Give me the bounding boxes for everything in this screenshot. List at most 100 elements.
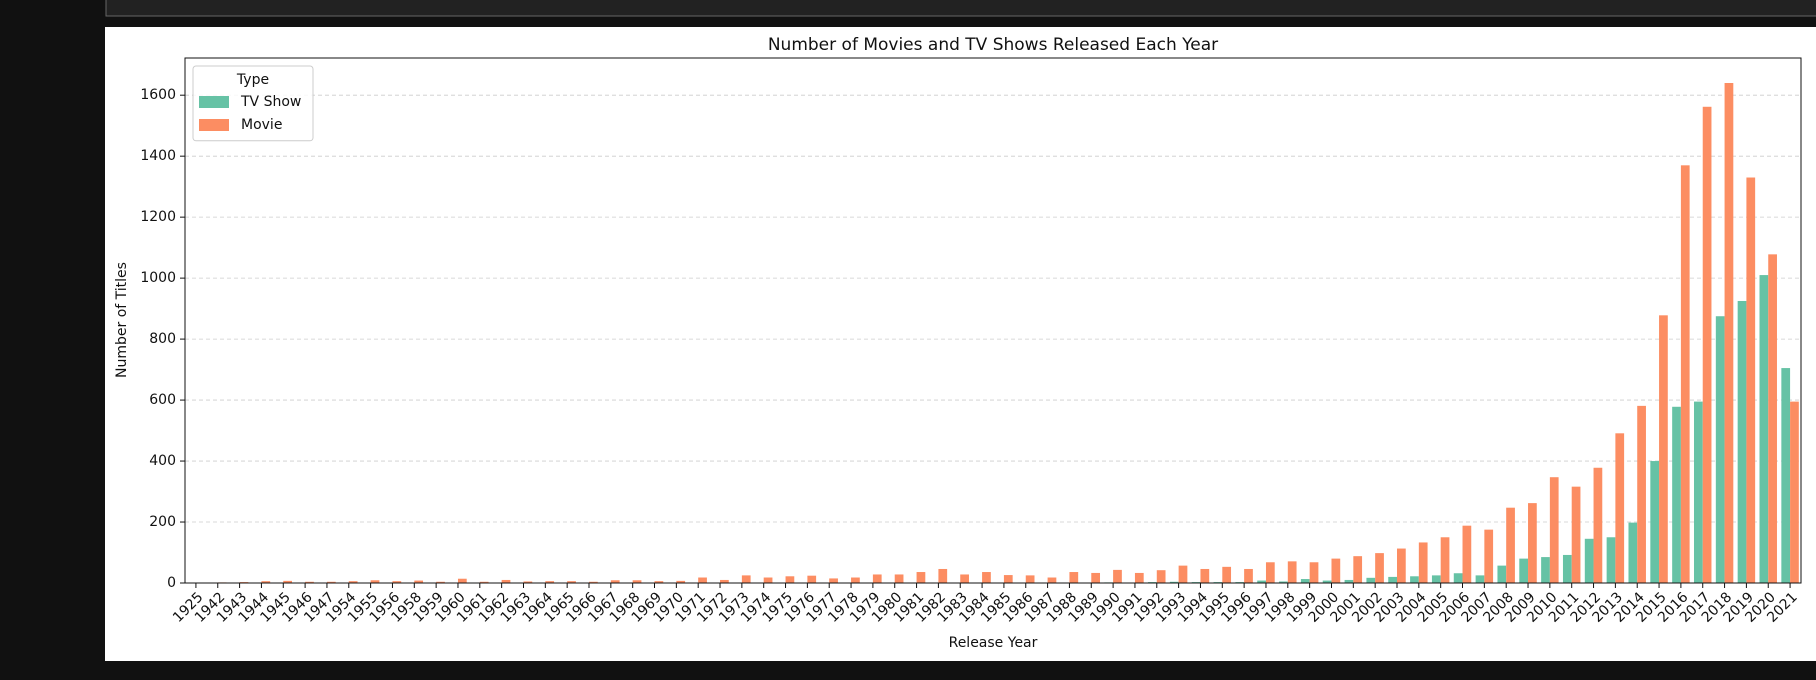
bar	[1257, 580, 1266, 583]
bar	[1746, 177, 1756, 583]
bar	[654, 581, 664, 583]
bar	[1200, 568, 1210, 583]
y-tick-label: 1000	[140, 270, 176, 286]
bar	[1562, 554, 1572, 583]
bar	[1397, 548, 1406, 583]
bar	[1680, 165, 1690, 583]
bar	[1431, 575, 1441, 583]
bar	[1628, 522, 1638, 583]
bar	[1331, 558, 1341, 583]
bar	[1169, 581, 1179, 583]
bar	[851, 577, 860, 583]
chart-title: Number of Movies and TV Shows Released E…	[768, 35, 1218, 55]
bar	[348, 581, 358, 583]
bar	[567, 581, 576, 583]
legend-label: Movie	[241, 117, 282, 133]
bar	[1790, 401, 1799, 583]
y-tick-label: 1200	[140, 209, 176, 225]
bar	[1178, 565, 1188, 583]
bar	[283, 580, 293, 583]
bar	[1659, 315, 1668, 583]
bar	[1344, 579, 1354, 583]
bar	[916, 572, 926, 583]
bar	[1375, 553, 1384, 583]
bar	[1265, 562, 1275, 583]
bar	[1453, 573, 1463, 583]
bar	[1069, 572, 1079, 583]
bar	[1584, 538, 1594, 583]
bar	[1113, 569, 1122, 583]
bar	[1702, 106, 1712, 583]
bar	[1549, 477, 1559, 583]
bar	[1025, 575, 1035, 583]
y-tick-label: 1600	[140, 87, 176, 103]
bar	[1541, 557, 1550, 583]
bar	[1528, 503, 1537, 583]
bar	[982, 572, 991, 583]
bar	[1134, 572, 1144, 583]
bar	[1366, 577, 1376, 583]
bar	[392, 581, 402, 583]
y-tick-label: 0	[167, 575, 176, 591]
bar	[763, 577, 773, 583]
bar	[370, 580, 380, 583]
bar	[829, 578, 838, 583]
bar	[785, 576, 795, 583]
bar	[632, 580, 642, 583]
bar	[1781, 368, 1791, 583]
y-axis-label: Number of Titles	[114, 262, 130, 378]
bar	[1715, 316, 1725, 583]
bar	[1003, 575, 1013, 583]
bar	[1737, 300, 1747, 583]
legend-title: Type	[236, 72, 269, 88]
bar	[960, 574, 969, 583]
y-tick-label: 600	[149, 392, 176, 408]
legend-swatch	[199, 96, 229, 108]
legend-label: TV Show	[240, 94, 301, 110]
bar	[1300, 579, 1310, 583]
bar	[1047, 577, 1057, 583]
y-tick-label: 1400	[140, 148, 176, 164]
x-axis-label: Release Year	[949, 635, 1038, 651]
bar	[1693, 401, 1703, 583]
bar	[1353, 556, 1363, 583]
bar	[1724, 83, 1734, 583]
bar	[1672, 406, 1681, 583]
y-tick-label: 800	[149, 331, 176, 347]
bar	[479, 581, 489, 583]
bar	[1519, 558, 1529, 583]
bar	[676, 580, 686, 583]
bar	[414, 580, 424, 583]
bar	[1484, 529, 1494, 583]
bar	[1768, 254, 1777, 583]
bar	[501, 579, 511, 583]
y-tick-label: 200	[149, 514, 176, 530]
bar	[610, 580, 620, 583]
bar	[1637, 405, 1646, 583]
bar	[1309, 562, 1319, 583]
bar	[523, 581, 533, 583]
bar	[1244, 568, 1253, 583]
bar	[1571, 486, 1581, 583]
bar	[261, 581, 271, 583]
bar	[326, 581, 336, 583]
bar	[589, 581, 598, 583]
bar	[807, 575, 817, 583]
bar	[1615, 433, 1625, 583]
bar	[1462, 525, 1472, 583]
bar	[1440, 537, 1450, 583]
input-box	[105, 0, 1816, 17]
bar	[1593, 467, 1603, 583]
bar	[545, 581, 555, 583]
bar	[1091, 572, 1101, 583]
bar	[1410, 576, 1419, 583]
bar	[698, 577, 707, 583]
bar	[305, 581, 314, 583]
bar	[938, 568, 948, 583]
bar	[1475, 575, 1485, 583]
bar	[720, 579, 729, 583]
legend-swatch	[199, 119, 229, 131]
bar	[1650, 461, 1660, 583]
bar	[1279, 581, 1288, 583]
